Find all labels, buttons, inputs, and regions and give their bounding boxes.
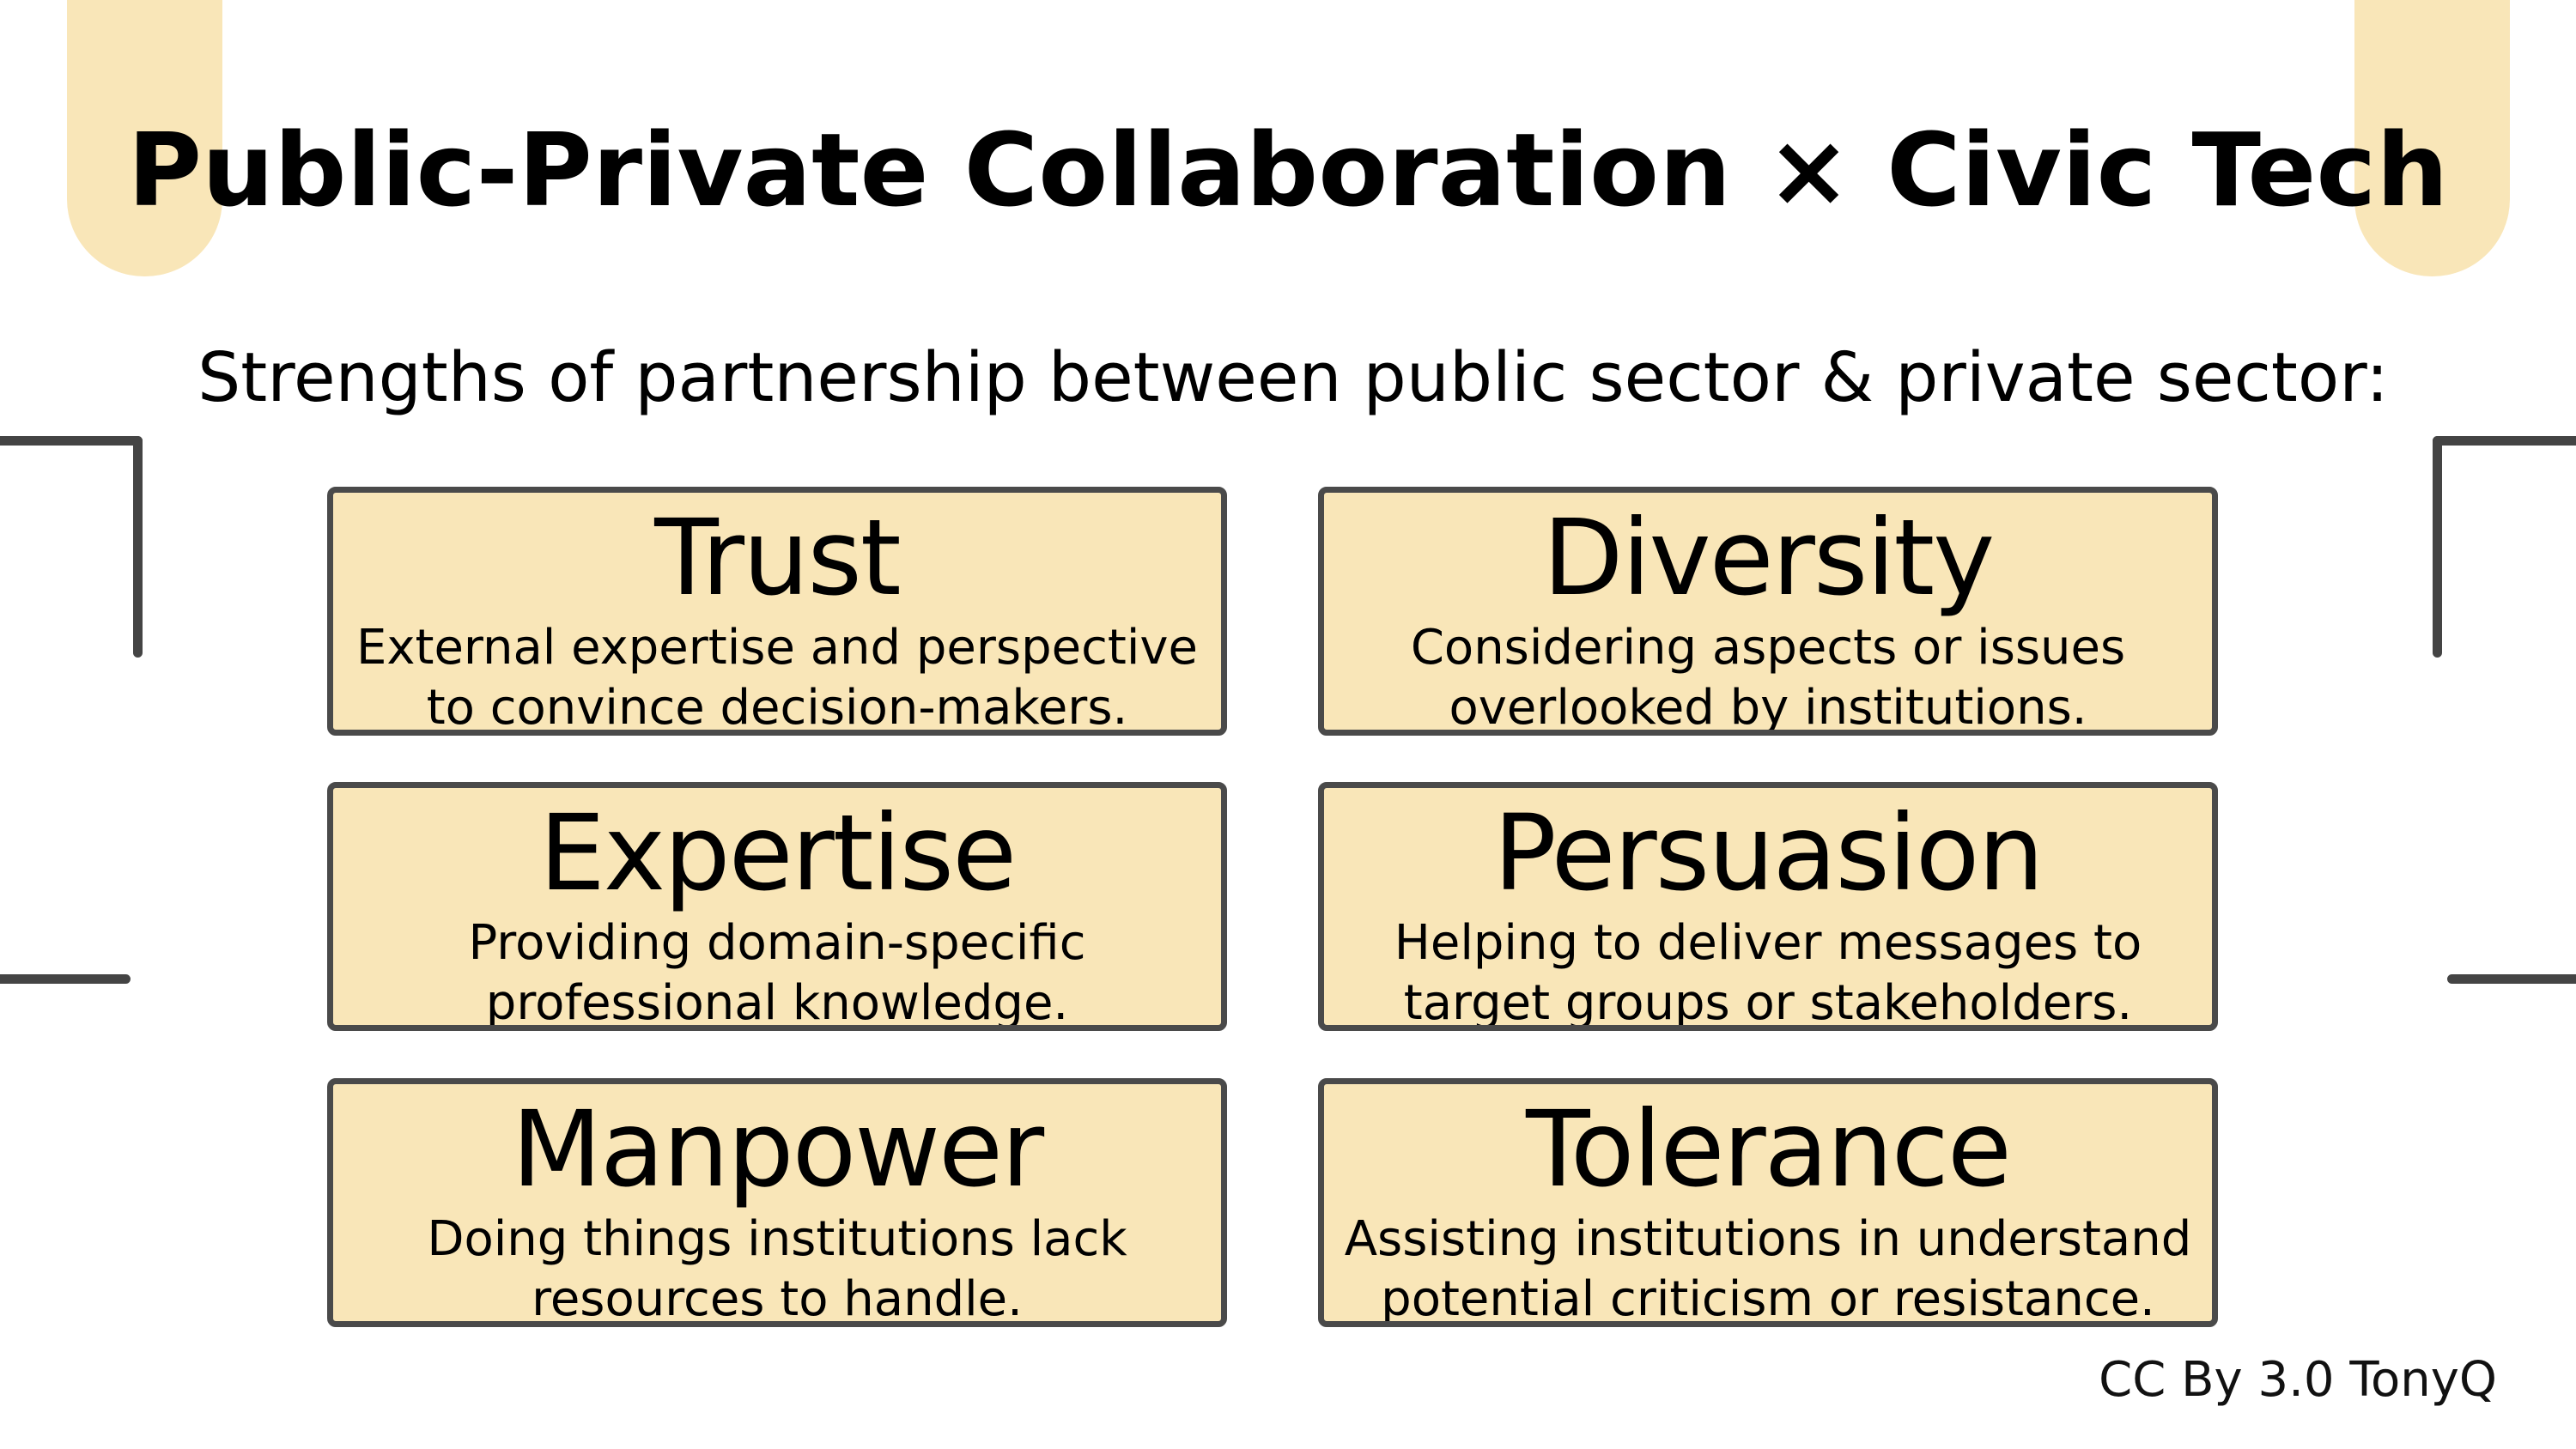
card-title: Diversity xyxy=(1542,497,1996,619)
card-persuasion: Persuasion Helping to deliver messages t… xyxy=(1318,782,2218,1031)
bracket-right-bottom-horizontal xyxy=(2447,974,2576,984)
page-title: Public-Private Collaboration × Civic Tec… xyxy=(127,111,2449,229)
card-tolerance: Tolerance Assisting institutions in unde… xyxy=(1318,1078,2218,1327)
card-expertise: Expertise Providing domain-specific prof… xyxy=(327,782,1227,1031)
card-diversity: Diversity Considering aspects or issues … xyxy=(1318,487,2218,736)
card-title: Manpower xyxy=(511,1088,1044,1210)
card-title: Tolerance xyxy=(1526,1088,2012,1210)
card-title: Expertise xyxy=(538,792,1017,914)
card-description: Helping to deliver messages to target gr… xyxy=(1394,915,2142,1031)
card-manpower: Manpower Doing things institutions lack … xyxy=(327,1078,1227,1327)
card-description: External expertise and perspective to co… xyxy=(356,620,1198,736)
bracket-left-top-horizontal xyxy=(0,436,143,446)
card-description: Considering aspects or issues overlooked… xyxy=(1410,620,2126,736)
card-description: Doing things institutions lack resources… xyxy=(427,1211,1127,1327)
card-title: Trust xyxy=(654,497,901,619)
card-trust: Trust External expertise and perspective… xyxy=(327,487,1227,736)
decorative-tab-left xyxy=(67,0,222,276)
bracket-right-top-horizontal xyxy=(2433,436,2576,446)
page-subtitle: Strengths of partnership between public … xyxy=(197,338,2389,417)
bracket-left-bottom-horizontal xyxy=(0,974,131,984)
license-credit: CC By 3.0 TonyQ xyxy=(2099,1352,2497,1408)
decorative-tab-right xyxy=(2354,0,2510,276)
card-title: Persuasion xyxy=(1493,792,2044,914)
card-description: Assisting institutions in understand pot… xyxy=(1344,1211,2192,1327)
bracket-left-top-vertical xyxy=(133,436,143,658)
card-description: Providing domain-specific professional k… xyxy=(468,915,1086,1031)
bracket-right-top-vertical xyxy=(2433,436,2442,658)
